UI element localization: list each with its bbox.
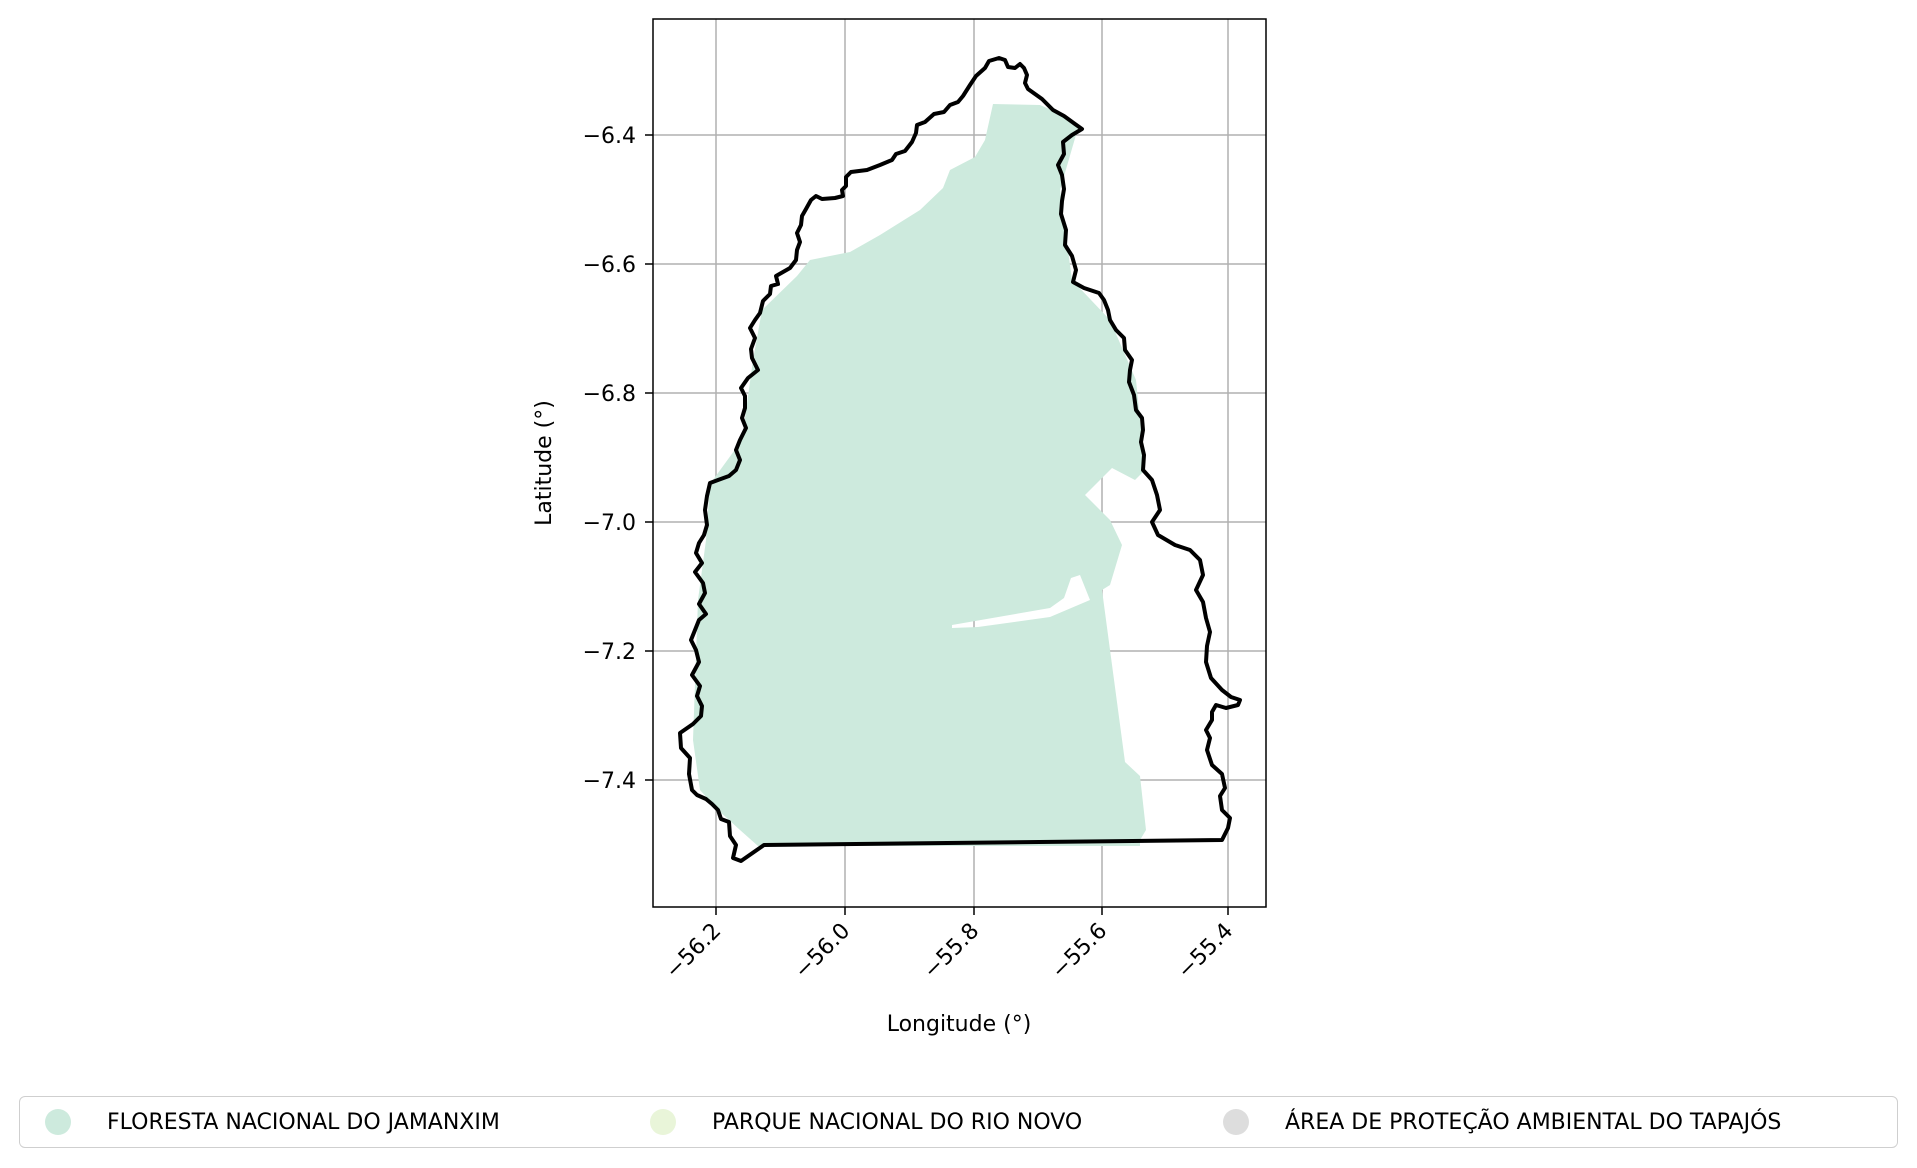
y-axis-label: Latitude (°) bbox=[532, 400, 557, 526]
x-tick-label: −55.6 bbox=[1047, 919, 1112, 984]
legend: FLORESTA NACIONAL DO JAMANXIM PARQUE NAC… bbox=[19, 1096, 1898, 1148]
legend-label: ÁREA DE PROTEÇÃO AMBIENTAL DO TAPAJÓS bbox=[1285, 1110, 1781, 1135]
y-tick-label: −7.2 bbox=[583, 640, 636, 665]
legend-label: FLORESTA NACIONAL DO JAMANXIM bbox=[107, 1110, 500, 1135]
legend-item-tapajos: ÁREA DE PROTEÇÃO AMBIENTAL DO TAPAJÓS bbox=[1223, 1097, 1781, 1147]
x-tick-label: −55.4 bbox=[1173, 919, 1238, 984]
map-figure: −6.4 −6.6 −6.8 −7.0 −7.2 −7.4 −56.2 −56.… bbox=[0, 0, 1917, 1090]
x-axis-label: Longitude (°) bbox=[887, 1012, 1032, 1037]
y-tick-label: −6.4 bbox=[583, 124, 636, 149]
legend-item-rio-novo: PARQUE NACIONAL DO RIO NOVO bbox=[650, 1097, 1082, 1147]
x-tick-label: −55.8 bbox=[919, 919, 984, 984]
y-tick-label: −7.4 bbox=[583, 769, 636, 794]
legend-marker-jamanxim bbox=[45, 1109, 71, 1135]
legend-label: PARQUE NACIONAL DO RIO NOVO bbox=[712, 1110, 1082, 1135]
legend-marker-rio-novo bbox=[650, 1109, 676, 1135]
legend-marker-tapajos bbox=[1223, 1109, 1249, 1135]
x-tick-label: −56.2 bbox=[661, 919, 726, 984]
y-tick-label: −7.0 bbox=[583, 511, 636, 536]
floresta-jamanxim-area bbox=[693, 104, 1146, 846]
y-tick-label: −6.8 bbox=[583, 382, 636, 407]
x-tick-label: −56.0 bbox=[790, 919, 855, 984]
legend-item-jamanxim: FLORESTA NACIONAL DO JAMANXIM bbox=[45, 1097, 500, 1147]
y-tick-label: −6.6 bbox=[583, 253, 636, 278]
